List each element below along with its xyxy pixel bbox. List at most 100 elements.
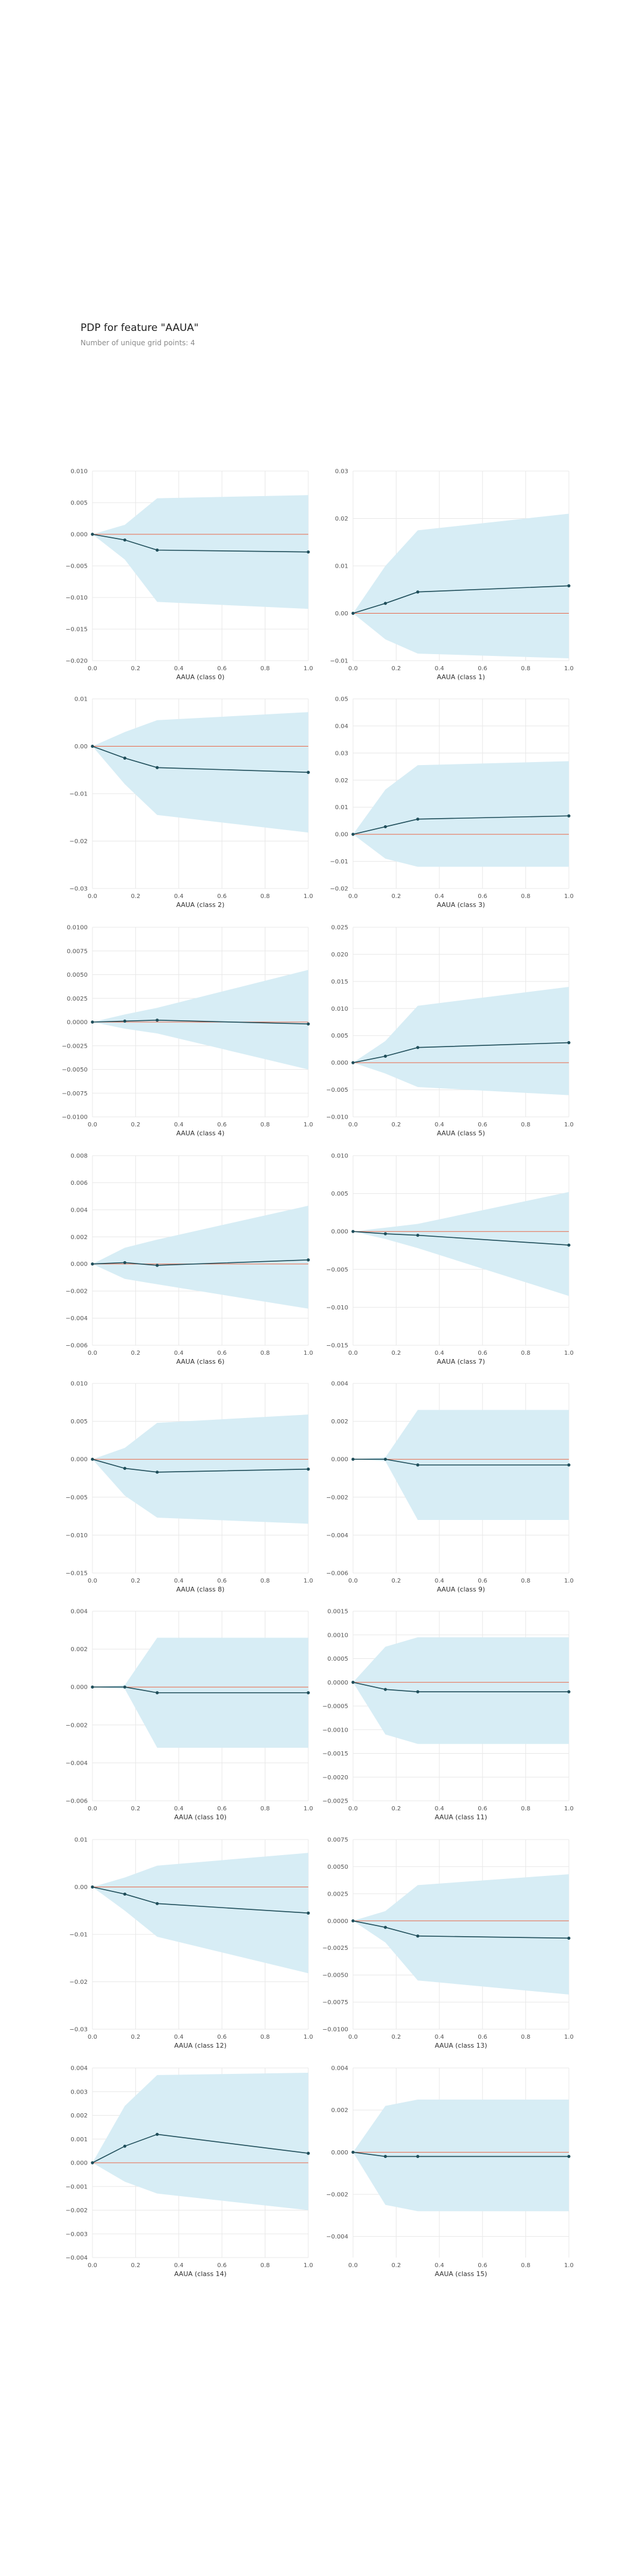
y-tick-label: 0.002 <box>70 1234 88 1241</box>
pdp-point <box>306 550 310 554</box>
y-tick-label: −0.0025 <box>323 1945 348 1952</box>
x-tick-label: 0.0 <box>348 1578 358 1584</box>
x-tick-label: 0.2 <box>131 1350 140 1357</box>
pdp-point <box>123 1261 126 1265</box>
x-tick-label: 0.0 <box>348 1122 358 1128</box>
x-axis-label: AAUA (class 9) <box>437 1586 485 1593</box>
y-tick-label: 0.000 <box>331 1060 348 1067</box>
pdp-point <box>383 1688 387 1691</box>
pdp-point <box>156 1264 159 1267</box>
y-tick-label: 0.0075 <box>67 948 88 955</box>
pdp-point <box>383 1925 387 1929</box>
y-tick-label: −0.006 <box>66 1343 88 1349</box>
confidence-band <box>92 1853 308 1974</box>
x-tick-label: 0.2 <box>131 1122 140 1128</box>
y-tick-label: −0.005 <box>326 1087 348 1094</box>
y-tick-label: 0.0000 <box>67 1020 88 1026</box>
pdp-point <box>416 1233 420 1237</box>
pdp-point <box>351 2150 355 2154</box>
x-axis-label: AAUA (class 11) <box>435 1813 487 1821</box>
x-tick-label: 1.0 <box>304 1806 313 1812</box>
subplot-6: 0.008 0.006 0.004 0.002 0.000 −0.002 −0.004 −0.… <box>66 1153 313 1366</box>
pdp-line <box>352 2151 569 2157</box>
x-tick-label: 0.2 <box>391 1122 401 1128</box>
y-tick-label: −0.0075 <box>323 1999 348 2006</box>
y-tick-label: −0.015 <box>326 1343 348 1349</box>
x-tick-label: 0.8 <box>261 1350 270 1357</box>
y-tick-label: 0.010 <box>331 1153 348 1160</box>
confidence-band <box>92 1206 308 1309</box>
x-tick-label: 0.4 <box>435 1350 444 1357</box>
x-tick-label: 0.2 <box>391 2034 401 2041</box>
x-tick-label: 0.2 <box>391 2262 401 2269</box>
confidence-band <box>92 495 308 609</box>
x-tick-label: 0.6 <box>217 665 227 672</box>
x-tick-label: 0.8 <box>261 2262 270 2269</box>
y-tick-label: −0.002 <box>66 1722 88 1729</box>
y-tick-label: 0.0075 <box>327 1837 348 1844</box>
x-tick-label: 0.0 <box>348 1806 358 1812</box>
y-tick-label: 0.0000 <box>327 1680 348 1686</box>
x-tick-label: 0.8 <box>521 2034 531 2041</box>
confidence-band <box>92 970 308 1070</box>
pdp-point <box>306 770 310 774</box>
x-axis-label: AAUA (class 5) <box>437 1129 485 1137</box>
x-tick-label: 0.8 <box>521 1122 531 1128</box>
y-tick-label: 0.000 <box>70 1457 88 1463</box>
y-tick-label: −0.006 <box>66 1798 88 1805</box>
x-tick-label: 1.0 <box>564 893 574 900</box>
x-tick-label: 1.0 <box>304 1578 313 1584</box>
x-tick-label: 0.4 <box>174 1806 184 1812</box>
y-tick-label: 0.005 <box>331 1033 348 1039</box>
x-tick-label: 1.0 <box>564 1806 574 1812</box>
confidence-band <box>353 2100 569 2212</box>
pdp-point <box>416 590 420 594</box>
pdp-point <box>351 611 355 615</box>
y-tick-label: −0.0015 <box>323 1751 348 1757</box>
pdp-point <box>351 832 355 836</box>
pdp-point <box>156 548 159 552</box>
y-tick-label: 0.00 <box>75 1884 88 1891</box>
y-tick-label: 0.004 <box>70 2066 88 2072</box>
y-tick-label: −0.002 <box>66 2207 88 2214</box>
confidence-band <box>353 986 569 1095</box>
x-tick-label: 0.6 <box>217 1350 227 1357</box>
pdp-point <box>306 1467 310 1471</box>
x-tick-label: 0.4 <box>435 2262 444 2269</box>
pdp-point <box>567 584 571 587</box>
y-tick-label: 0.01 <box>75 1837 88 1844</box>
y-tick-label: 0.005 <box>70 500 88 507</box>
y-tick-label: 0.0050 <box>67 972 88 979</box>
x-axis-label: AAUA (class 1) <box>437 673 485 681</box>
pdp-line <box>92 1020 309 1024</box>
y-tick-label: 0.004 <box>70 1609 88 1615</box>
y-tick-label: −0.001 <box>66 2184 88 2190</box>
y-tick-label: 0.001 <box>70 2137 88 2143</box>
y-tick-label: 0.000 <box>70 1685 88 1691</box>
page-subtitle: Number of unique grid points: 4 <box>80 339 196 347</box>
y-tick-label: −0.005 <box>66 564 88 570</box>
confidence-band <box>92 2072 308 2210</box>
pdp-line <box>352 1231 569 1246</box>
y-tick-label: 0.0000 <box>327 1918 348 1925</box>
x-tick-label: 0.2 <box>391 665 401 672</box>
y-tick-label: 0.02 <box>335 778 348 784</box>
pdp-point <box>416 1690 420 1693</box>
x-tick-label: 1.0 <box>304 893 313 900</box>
pdp-point <box>351 1061 355 1064</box>
y-tick-label: 0.01 <box>75 696 88 703</box>
x-tick-label: 0.0 <box>348 2262 358 2269</box>
y-tick-label: −0.004 <box>326 1532 348 1539</box>
pdp-point <box>383 2154 387 2158</box>
x-tick-label: 0.2 <box>391 1578 401 1584</box>
x-tick-label: 0.0 <box>88 2034 97 2041</box>
y-tick-label: 0.004 <box>331 2066 348 2072</box>
pdp-line <box>352 1682 569 1692</box>
y-tick-label: 0.000 <box>331 1457 348 1463</box>
pdp-line <box>353 1459 569 1466</box>
x-tick-label: 0.8 <box>261 665 270 672</box>
